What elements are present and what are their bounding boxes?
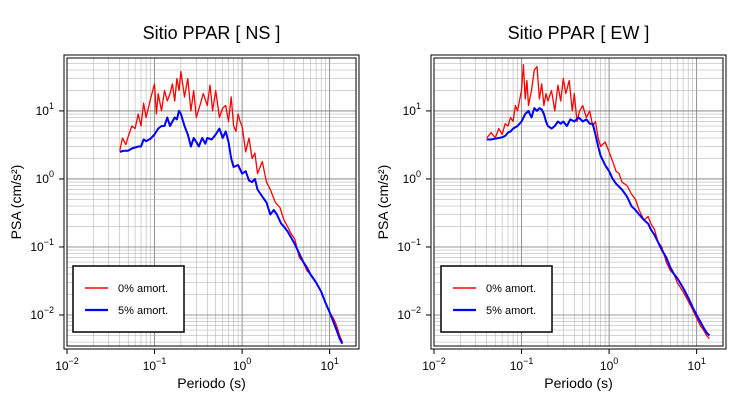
y-tick-exponent: 0 [416, 169, 421, 179]
y-tick-label: 10−1 [397, 237, 421, 254]
x-axis-label: Periodo (s) [544, 375, 612, 391]
x-tick-exponent: −2 [69, 356, 79, 366]
y-tick-base: 10 [36, 104, 50, 118]
x-tick-label: 10−2 [55, 356, 79, 373]
legend-label-0: 0% amort. [118, 283, 168, 295]
y-tick-exponent: −1 [411, 237, 421, 247]
x-tick-base: 10 [320, 359, 334, 373]
x-tick-label: 100 [600, 356, 618, 373]
y-tick-label: 101 [36, 101, 54, 118]
y-tick-exponent: 0 [49, 169, 54, 179]
y-tick-base: 10 [397, 308, 411, 322]
y-tick-exponent: 1 [416, 101, 421, 111]
x-tick-base: 10 [422, 359, 436, 373]
x-tick-exponent: 1 [334, 356, 339, 366]
y-tick-label: 10−1 [30, 237, 54, 254]
legend-box [72, 265, 185, 333]
y-tick-label: 10−2 [397, 305, 421, 322]
x-tick-exponent: −1 [523, 356, 533, 366]
y-axis-label: PSA (cm/s²) [375, 165, 391, 240]
y-tick-base: 10 [30, 240, 44, 254]
x-tick-base: 10 [510, 359, 524, 373]
y-tick-label: 10−2 [30, 305, 54, 322]
y-tick-base: 10 [36, 172, 50, 186]
x-tick-label: 101 [320, 356, 338, 373]
legend-label-0: 0% amort. [486, 283, 536, 295]
x-tick-base: 10 [143, 359, 157, 373]
y-tick-base: 10 [397, 240, 411, 254]
legend-label-1: 5% amort. [118, 305, 168, 317]
x-tick-label: 100 [233, 356, 251, 373]
x-tick-base: 10 [233, 359, 247, 373]
legend: 0% amort. 5% amort. [72, 265, 185, 333]
series-line-1 [119, 109, 344, 345]
y-tick-label: 100 [403, 169, 421, 186]
x-tick-label: 10−1 [143, 356, 167, 373]
legend-box [440, 265, 553, 333]
plot-frame [66, 57, 357, 347]
plot-frame-outer [63, 54, 360, 350]
x-tick-label: 101 [687, 356, 705, 373]
y-tick-exponent: 1 [49, 101, 54, 111]
y-tick-base: 10 [403, 104, 417, 118]
x-tick-base: 10 [600, 359, 614, 373]
x-tick-exponent: −1 [156, 356, 166, 366]
plot-frame [433, 57, 724, 347]
x-tick-label: 10−1 [510, 356, 534, 373]
y-tick-exponent: −2 [44, 305, 54, 315]
y-tick-base: 10 [30, 308, 44, 322]
legend-label-1: 5% amort. [486, 305, 536, 317]
x-tick-exponent: −2 [436, 356, 446, 366]
y-tick-exponent: −1 [44, 237, 54, 247]
y-axis-label: PSA (cm/s²) [8, 165, 24, 240]
x-axis-label: Periodo (s) [177, 375, 245, 391]
chart-title: Sitio PPAR [ NS ] [143, 23, 281, 43]
grid [66, 57, 357, 346]
chart-title: Sitio PPAR [ EW ] [508, 23, 650, 43]
y-tick-label: 101 [403, 101, 421, 118]
x-tick-label: 10−2 [422, 356, 446, 373]
chart-panel-ns: Sitio PPAR [ NS ]10−2 10−1 100 10110−210−11… [8, 23, 360, 391]
x-tick-exponent: 0 [246, 356, 251, 366]
y-tick-base: 10 [403, 172, 417, 186]
series-line-1 [486, 107, 711, 337]
legend: 0% amort. 5% amort. [440, 265, 553, 333]
plot-frame-outer [430, 54, 727, 350]
y-tick-exponent: −2 [411, 305, 421, 315]
y-tick-label: 100 [36, 169, 54, 186]
chart-panel-ew: Sitio PPAR [ EW ]10−2 10−1 100 10110−210−11… [375, 23, 727, 391]
x-tick-exponent: 1 [701, 356, 706, 366]
x-tick-base: 10 [687, 359, 701, 373]
x-tick-exponent: 0 [613, 356, 618, 366]
x-tick-base: 10 [55, 359, 69, 373]
